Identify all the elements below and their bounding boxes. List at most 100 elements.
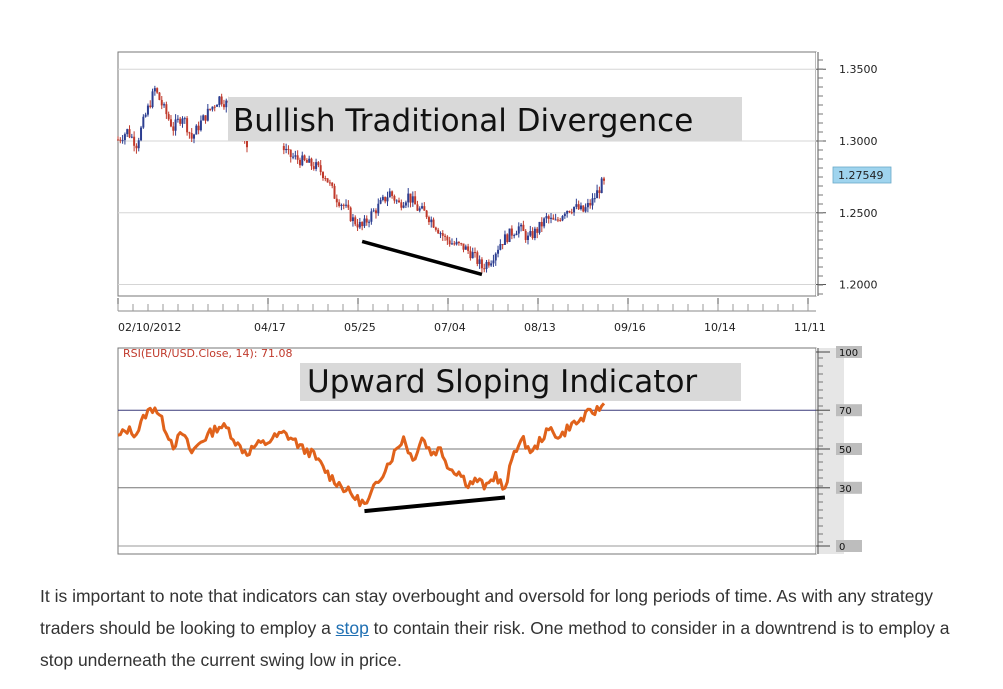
candle-body: [559, 219, 562, 221]
rsi-tick-badge: [836, 346, 862, 358]
candle-body: [563, 213, 566, 217]
candle-body: [457, 241, 460, 244]
candle-body: [204, 115, 207, 121]
candle-body: [225, 100, 228, 108]
candle-body: [282, 146, 285, 151]
price-tick-label: 1.3500: [839, 63, 878, 76]
candle-body: [340, 204, 343, 206]
candle-body: [146, 105, 149, 115]
candle-body: [430, 219, 433, 223]
candle-body: [444, 235, 447, 237]
candle-body: [584, 207, 587, 212]
candle-body: [522, 224, 525, 231]
candle-body: [317, 162, 320, 166]
candle-body: [370, 211, 373, 222]
candle-body: [497, 249, 500, 254]
candle-body: [547, 216, 550, 219]
candle-body: [467, 246, 470, 251]
candle-body: [130, 136, 133, 138]
candle-body: [503, 234, 506, 245]
candle-body: [289, 149, 292, 157]
candle-body: [151, 91, 154, 108]
candle-body: [197, 125, 200, 131]
candle-body: [338, 202, 341, 206]
candle-body: [176, 118, 179, 120]
candle-body: [160, 99, 163, 106]
rsi-tick-label: 100: [839, 348, 858, 359]
candle-body: [199, 120, 202, 131]
stop-link[interactable]: stop: [335, 618, 369, 638]
candle-body: [285, 148, 288, 151]
candle-body: [222, 104, 225, 108]
candle-body: [529, 231, 532, 236]
candle-body: [335, 198, 338, 203]
candle-body: [202, 115, 205, 121]
candle-body: [554, 219, 557, 221]
candle-body: [326, 178, 329, 183]
candle-body: [441, 233, 444, 236]
candle-body: [531, 231, 534, 239]
candle-body: [167, 114, 170, 120]
candle-body: [455, 241, 458, 245]
candle-body: [485, 261, 488, 269]
candle-body: [506, 234, 509, 242]
candle-body: [561, 216, 564, 221]
candle-body: [591, 198, 594, 206]
candle-body: [188, 132, 191, 134]
date-tick-label: 05/25: [344, 321, 376, 334]
candle-body: [179, 118, 182, 124]
date-tick-label: 10/14: [704, 321, 736, 334]
candle-body: [490, 263, 493, 266]
candle-body: [126, 129, 129, 135]
candle-body: [195, 125, 198, 135]
candle-body: [137, 140, 140, 149]
candle-body: [119, 139, 122, 141]
candle-body: [464, 246, 467, 250]
candle-body: [163, 104, 166, 106]
candle-body: [363, 218, 366, 227]
candle-body: [589, 202, 592, 206]
candle-body: [579, 205, 582, 210]
candle-body: [603, 178, 605, 181]
candle-body: [471, 252, 474, 259]
candle-body: [128, 129, 131, 138]
candle-body: [328, 182, 331, 184]
candle-body: [117, 139, 119, 141]
candle-body: [372, 210, 375, 212]
current-price-label: 1.27549: [838, 169, 884, 182]
price-tick-label: 1.2000: [839, 279, 878, 292]
candle-body: [421, 206, 424, 209]
date-tick-label: 04/17: [254, 321, 286, 334]
candle-body: [460, 243, 463, 245]
candle-body: [501, 244, 504, 246]
candle-body: [381, 196, 384, 200]
candle-body: [575, 204, 578, 207]
candle-body: [305, 160, 308, 163]
candle-body: [391, 191, 394, 196]
candle-body: [395, 200, 398, 202]
candle-body: [142, 116, 145, 128]
candle-body: [296, 155, 299, 160]
candle-body: [165, 104, 168, 115]
candle-body: [434, 227, 437, 230]
rsi-trendline: [364, 495, 506, 514]
candle-body: [388, 191, 391, 198]
candle-body: [368, 221, 371, 223]
candle-body: [245, 139, 248, 148]
candle-body: [345, 204, 348, 206]
current-price-tag: [832, 166, 892, 184]
candle-body: [598, 190, 601, 193]
candle-body: [384, 196, 387, 202]
candle-body: [342, 204, 345, 206]
candle-body: [550, 217, 553, 219]
rsi-tick-badge: [836, 443, 862, 455]
candle-body: [181, 118, 184, 124]
candle-body: [351, 217, 354, 222]
candle-body: [374, 210, 377, 214]
rsi-axis-ticks: 100 70 50 30 0: [816, 346, 862, 553]
candle-body: [287, 148, 290, 150]
candle-body: [508, 228, 511, 242]
candle-body: [448, 240, 451, 245]
candle-body: [474, 252, 477, 254]
rsi-chart-title: Upward Sloping Indicator: [307, 364, 697, 400]
